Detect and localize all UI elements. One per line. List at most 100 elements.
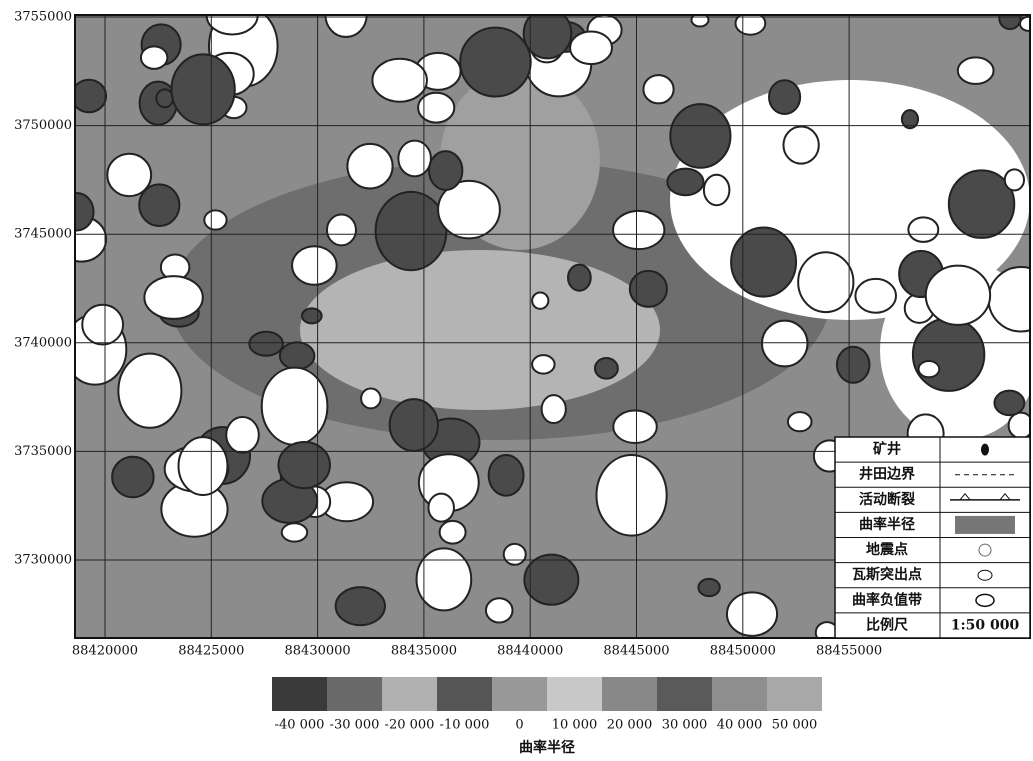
y-tick-label: 3740000 xyxy=(14,335,72,350)
colorbar-label: 30 000 xyxy=(662,718,708,733)
blob xyxy=(460,28,530,97)
blob xyxy=(144,276,202,319)
legend-label: 瓦斯突出点 xyxy=(852,566,922,583)
colorbar-swatch xyxy=(272,677,327,711)
negative-zone-symbol xyxy=(976,594,994,606)
blob xyxy=(524,555,578,605)
blob xyxy=(112,457,154,498)
blob xyxy=(855,279,896,313)
blob xyxy=(292,246,337,285)
colorbar-swatch xyxy=(327,677,382,711)
legend-label: 井田边界 xyxy=(859,466,916,483)
blob xyxy=(908,217,938,242)
blob xyxy=(769,80,800,114)
blob xyxy=(204,210,226,229)
blob xyxy=(994,391,1024,416)
y-tick-label: 3730000 xyxy=(14,553,72,568)
colorbar-label: 20 000 xyxy=(607,718,653,733)
blob xyxy=(643,75,673,103)
colorbar-swatch xyxy=(437,677,492,711)
blob xyxy=(72,80,106,113)
blob xyxy=(532,355,554,373)
colorbar-swatch xyxy=(657,677,712,711)
colorbar-label: 10 000 xyxy=(552,718,598,733)
y-tick-label: 3735000 xyxy=(14,444,72,459)
y-tick-label: 3745000 xyxy=(14,227,72,242)
blob xyxy=(542,395,566,423)
blob xyxy=(118,354,181,428)
colorbar-label: 0 xyxy=(515,718,523,733)
colorbar-swatch xyxy=(492,677,547,711)
blob xyxy=(762,321,808,367)
blob xyxy=(278,442,329,488)
blob xyxy=(1005,169,1024,190)
blob xyxy=(417,548,472,610)
colorbar-label: 50 000 xyxy=(772,718,818,733)
blob xyxy=(390,399,438,451)
colorbar-swatch xyxy=(382,677,437,711)
blob xyxy=(798,252,853,312)
blob xyxy=(347,144,392,189)
y-tick-label: 3750000 xyxy=(14,118,72,133)
blob xyxy=(613,411,657,443)
colorbar-swatch xyxy=(602,677,657,711)
blob xyxy=(568,265,591,291)
colorbar-label: 40 000 xyxy=(717,718,763,733)
blob xyxy=(398,141,431,177)
blob xyxy=(226,417,259,453)
x-tick-label: 88455000 xyxy=(816,644,882,659)
x-tick-label: 88450000 xyxy=(710,644,776,659)
legend-label: 矿井 xyxy=(873,441,901,458)
legend-label: 比例尺 xyxy=(866,616,908,633)
blob xyxy=(731,228,796,297)
y-tick-label: 3755000 xyxy=(14,10,72,25)
blob xyxy=(440,521,466,544)
legend-label: 地震点 xyxy=(866,541,908,558)
blob xyxy=(595,358,618,379)
blob xyxy=(837,347,870,383)
x-tick-label: 88445000 xyxy=(603,644,669,659)
curvature-swatch xyxy=(955,516,1015,534)
colorbar-swatch xyxy=(712,677,767,711)
blob xyxy=(179,437,228,495)
colorbar-title: 曲率半径 xyxy=(519,739,575,756)
blob xyxy=(788,412,812,431)
blob xyxy=(171,54,234,124)
blob xyxy=(428,494,454,522)
blob xyxy=(489,455,524,496)
blob xyxy=(913,318,984,391)
blob xyxy=(280,342,315,369)
blob xyxy=(302,308,322,323)
x-tick-label: 88430000 xyxy=(285,644,351,659)
colorbar-swatch xyxy=(547,677,602,711)
blob xyxy=(429,151,462,190)
blob xyxy=(999,7,1020,29)
blob xyxy=(596,455,666,536)
blob xyxy=(727,592,777,635)
mine-symbol xyxy=(981,444,989,456)
blob xyxy=(376,192,447,270)
colorbar-label: -30 000 xyxy=(330,718,380,733)
colorbar-label: -20 000 xyxy=(385,718,435,733)
blob xyxy=(919,361,940,377)
blob xyxy=(327,214,356,245)
x-tick-label: 88420000 xyxy=(72,644,138,659)
x-tick-label: 88440000 xyxy=(497,644,563,659)
blob xyxy=(1020,17,1033,31)
blob xyxy=(704,175,730,205)
blob xyxy=(325,0,366,37)
blob xyxy=(282,523,307,541)
blob xyxy=(504,544,526,565)
map-figure: 矿井井田边界活动断裂曲率半径地震点瓦斯突出点曲率负值带比例尺1:50 000 -… xyxy=(0,0,1033,761)
blob xyxy=(336,587,385,625)
blob xyxy=(670,104,730,168)
blob xyxy=(698,579,719,596)
blob xyxy=(926,266,990,325)
blob xyxy=(60,193,94,230)
legend-label: 活动断裂 xyxy=(859,491,915,508)
blob xyxy=(667,169,703,196)
colorbar-swatch xyxy=(767,677,822,711)
blob xyxy=(532,292,548,308)
blob xyxy=(613,211,664,249)
